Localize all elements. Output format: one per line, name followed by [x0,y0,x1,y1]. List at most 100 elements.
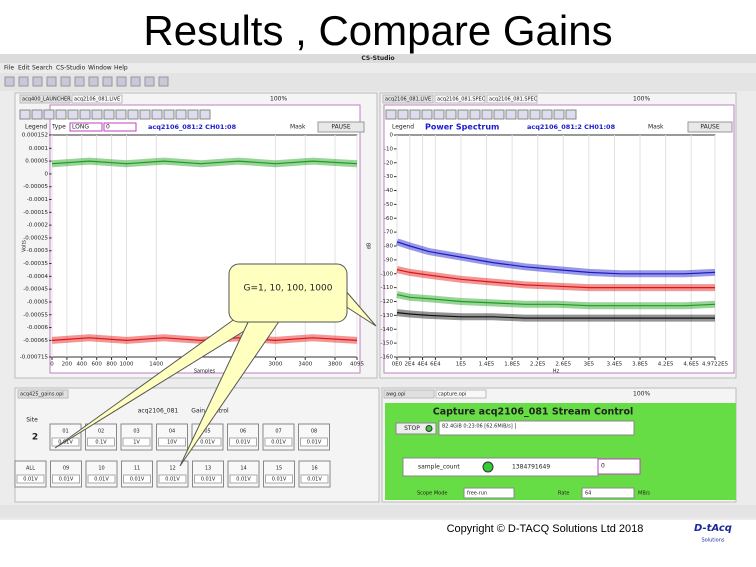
x-tick-label: 1.8E5 [504,362,520,368]
tab [383,389,435,399]
scope-mode-label: Scope Mode [417,491,447,497]
y-tick-label: -140 [381,327,394,333]
gain-field [158,474,187,484]
x-tick-label: 3.8E5 [632,362,648,368]
channel-name: acq2106_081:2 CH01:08 [527,123,616,131]
plot-tool [457,109,469,120]
tab [435,389,487,399]
plot-tool [175,109,187,120]
y-tick-label: -0.0001 [27,197,48,203]
rate-label: Rate [558,491,569,497]
plot-tool [565,109,577,120]
channel-name: acq2106_081:2 CH01:08 [148,123,237,131]
x-tick-label: 3800 [328,362,342,368]
x-tick-label: 800 [106,362,117,368]
gain-value: 0.01V [307,477,322,483]
channel-number: 11 [134,466,140,472]
plot-tool [397,109,409,120]
gain-value: 0.01V [23,477,38,483]
channel-number: 12 [169,466,175,472]
tab-label: capture.opi [438,392,466,398]
plot-tool [385,109,397,120]
channel-number: 05 [204,429,210,435]
x-tick-label: 4.9722E5 [702,362,729,368]
x-tick-label: 2E4 [405,362,416,368]
gain-field [229,437,257,447]
plot-tool [541,109,553,120]
toolbar-icon [4,76,15,87]
y-tick-label: -60 [384,216,393,222]
channel-number: 07 [275,429,281,435]
plot-tool [199,109,211,120]
gain-field [87,437,115,447]
trace [396,269,715,289]
x-tick-label: 1000 [119,362,133,368]
y-tick-label: -80 [384,244,393,250]
y-tick-label: -120 [381,299,394,305]
y-tick-label: 0 [45,171,49,177]
gain-value: 0.01V [201,477,216,483]
x-tick-label: 0E0 [392,362,403,368]
menu-item: Search [32,65,53,72]
plot-tool [493,109,505,120]
y-tick-label: -0.00035 [23,261,48,267]
y-tick-label: 0.000152 [22,133,48,139]
callout-box [228,263,348,323]
mask-label: Mask [648,124,664,131]
pause-button[interactable] [317,121,365,133]
tab [434,94,486,104]
toolbar [0,73,756,91]
legend-toggle: Legend [392,124,414,131]
plot-tool [421,109,433,120]
plot-tool [517,109,529,120]
logo: D-tAcq [694,523,732,534]
site-label: Site [26,417,38,424]
plot-tool [127,109,139,120]
slide-title: Results , Compare Gains [143,7,612,54]
y-tick-label: -0.000715 [20,355,49,361]
x-axis-label: Samples [194,369,216,375]
pause-button[interactable] [687,121,733,133]
stop-button[interactable] [395,422,437,435]
toolbar-icon [60,76,71,87]
y-tick-label: -10 [384,146,393,152]
trace [396,312,715,319]
plot-tool [103,109,115,120]
mask-label: Mask [290,124,306,131]
y-tick-label: -0.0005 [27,299,49,305]
menu-item: Edit [18,65,30,72]
x-tick-label: 4E4 [417,362,428,368]
y-tick-label: -110 [381,285,394,291]
input-field [103,122,137,132]
toolbar-icon [102,76,113,87]
tab [19,94,71,104]
y-tick-label: -50 [384,202,393,208]
gain-field [123,474,151,484]
status-led [425,425,433,432]
count-led [482,461,494,473]
x-tick-label: 4.2E5 [658,362,674,368]
channel-number: 09 [63,466,69,472]
channel-number: 04 [169,429,175,435]
plot-tool [19,109,31,120]
scope-mode: free-run [467,491,487,497]
plot-tool [151,109,163,120]
gain-field [158,437,186,447]
y-axis-label: dB [367,242,373,249]
y-tick-label: 0.00005 [25,159,48,165]
plot-tool [553,109,565,120]
mode-field [463,487,515,499]
gain-field [16,474,45,484]
x-tick-label: 200 [62,362,73,368]
plot-tool [139,109,151,120]
channel-number: 02 [98,429,104,435]
plot-tool [55,109,67,120]
y-tick-label: -100 [381,271,394,277]
channel-number: 10 [98,466,104,472]
legend-toggle: Legend [25,124,47,131]
zoom: 100% [270,96,287,103]
gain-value: 0.01V [130,477,145,483]
x-tick-label: 6E4 [430,362,441,368]
tab-label: acq400_LAUNCHER.opi [22,97,80,103]
